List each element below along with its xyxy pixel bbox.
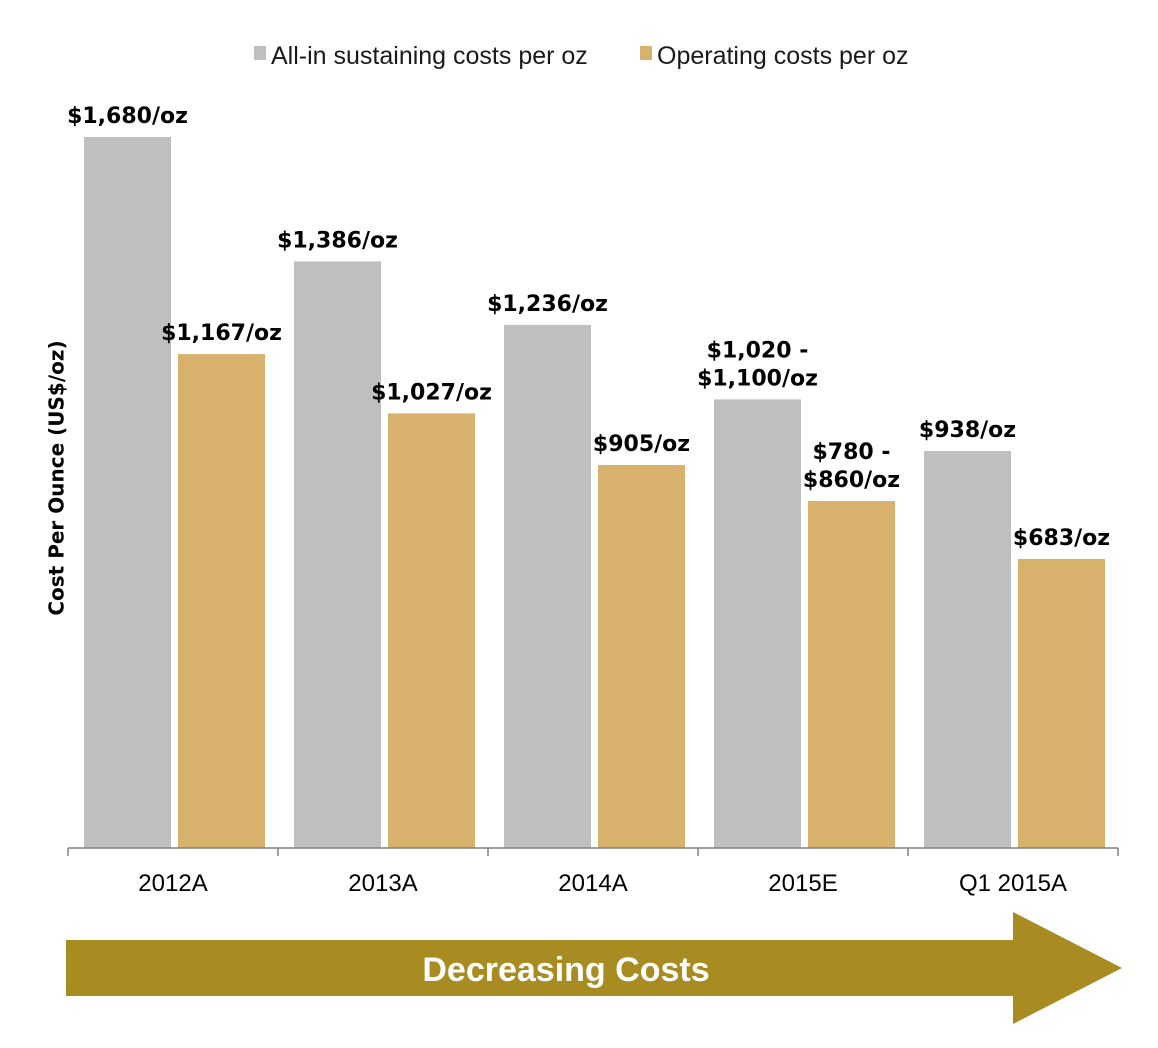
bar xyxy=(598,464,685,848)
x-tick-label: 2014A xyxy=(558,870,627,897)
data-label: $683/oz xyxy=(1013,526,1110,551)
decreasing-costs-banner: Decreasing Costs xyxy=(66,912,1122,1024)
bar xyxy=(1018,558,1105,848)
banner-text: Decreasing Costs xyxy=(422,951,709,989)
legend-swatch xyxy=(254,46,266,60)
legend-label: All-in sustaining costs per oz xyxy=(271,42,588,70)
bar xyxy=(84,137,171,848)
data-label: $938/oz xyxy=(919,418,1016,443)
bar xyxy=(388,413,475,848)
data-label: $1,236/oz xyxy=(487,292,608,317)
data-label: $1,027/oz xyxy=(371,380,492,405)
x-axis: 2012A 2013A 2014A 2015E Q1 2015A xyxy=(67,847,1119,897)
bar xyxy=(924,451,1011,848)
y-axis-label: Cost Per Ounce (US$/oz) xyxy=(45,340,69,615)
data-label: $780 - xyxy=(812,440,890,465)
x-tick-label: 2015E xyxy=(768,870,837,897)
x-tick-label: 2013A xyxy=(348,870,417,897)
bar xyxy=(714,399,801,848)
data-label: $1,386/oz xyxy=(277,228,398,253)
legend-label: Operating costs per oz xyxy=(657,42,909,70)
bar xyxy=(504,324,591,849)
bars xyxy=(84,137,1105,849)
data-label: $1,020 - xyxy=(707,338,809,363)
arrow-icon xyxy=(66,912,1122,1024)
data-label: $905/oz xyxy=(593,432,690,457)
bar xyxy=(808,500,895,848)
x-tick-label: 2012A xyxy=(138,870,207,897)
legend-swatch xyxy=(640,46,652,60)
legend: All-in sustaining costs per oz Operating … xyxy=(254,42,909,70)
bar xyxy=(178,354,265,848)
data-label: $1,680/oz xyxy=(67,104,188,129)
bar xyxy=(294,261,381,848)
data-label: $860/oz xyxy=(803,468,900,493)
x-tick-label: Q1 2015A xyxy=(959,870,1067,897)
data-label: $1,100/oz xyxy=(697,366,818,391)
data-labels: $1,680/oz $1,167/oz $1,386/oz $1,027/oz $1,2… xyxy=(67,104,1110,551)
data-label: $1,167/oz xyxy=(161,321,282,346)
